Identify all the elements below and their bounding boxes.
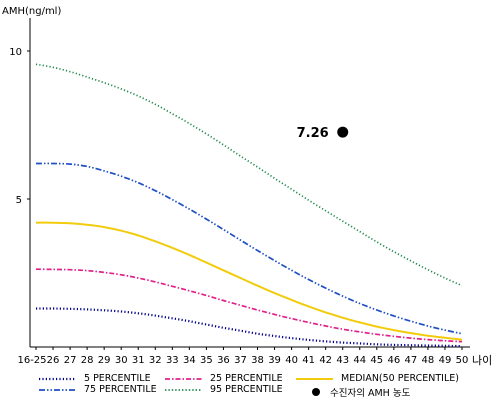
x-tick-label: 36 — [217, 355, 230, 366]
patient-point-layer: 7.26 — [297, 126, 349, 141]
legend-item-p5: 5 PERCENTILE — [38, 373, 151, 384]
x-tick-label: 16-25 — [17, 355, 46, 366]
x-tick-label: 39 — [268, 355, 281, 366]
x-tick-label: 38 — [251, 355, 264, 366]
legend-item-median: MEDIAN(50 PERCENTILE) — [295, 373, 459, 384]
x-tick-label: 35 — [200, 355, 213, 366]
legend-item-p25: 25 PERCENTILE — [164, 373, 283, 384]
x-tick-label: 49 — [439, 355, 452, 366]
chart-axes: AMH(ng/ml) 10 5 16-25 26 27 28 29 30 31 32 33 34 35 36… — [2, 6, 492, 367]
x-tick-label: 42 — [319, 355, 332, 366]
legend-item-p75: 75 PERCENTILE — [38, 384, 157, 395]
legend-label-p5: 5 PERCENTILE — [84, 373, 151, 384]
legend-swatch-p5 — [39, 377, 76, 380]
x-tick-label: 46 — [387, 355, 400, 366]
x-tick-label: 33 — [166, 355, 179, 366]
x-tick-label: 43 — [336, 355, 349, 366]
y-tick-label: 5 — [16, 195, 22, 206]
legend-swatch-p95 — [165, 388, 202, 391]
legend-item-patient: 수진자의 AMH 농도 — [310, 385, 410, 399]
x-tick-label: 44 — [353, 355, 366, 366]
legend-label-median: MEDIAN(50 PERCENTILE) — [341, 373, 459, 384]
x-axis-label: 나이 — [472, 354, 492, 367]
x-tick-label: 28 — [81, 355, 94, 366]
legend-label-p25: 25 PERCENTILE — [210, 373, 283, 384]
series-line-0 — [36, 307, 463, 348]
x-tick-label: 29 — [98, 355, 111, 366]
chart-series-lines — [35, 63, 463, 348]
patient-amh-label: 7.26 — [297, 126, 329, 141]
patient-amh-point — [337, 126, 349, 138]
x-tick-label: 27 — [64, 355, 77, 366]
x-tick-label: 41 — [302, 355, 315, 366]
x-tick-label: 30 — [115, 355, 128, 366]
legend-swatch-median — [296, 377, 333, 380]
legend-swatch-patient — [312, 388, 320, 396]
series-line-2 — [35, 221, 463, 341]
x-tick-label: 45 — [370, 355, 383, 366]
x-tick-label: 34 — [183, 355, 196, 366]
legend-label-p75: 75 PERCENTILE — [84, 384, 157, 395]
series-line-1 — [35, 268, 463, 343]
x-tick-label: 31 — [132, 355, 145, 366]
x-tick-label: 32 — [149, 355, 162, 366]
series-line-4 — [35, 63, 463, 287]
x-tick-label: 47 — [405, 355, 418, 366]
legend-label-patient: 수진자의 AMH 농도 — [330, 388, 411, 399]
x-tick-label: 50 — [456, 355, 469, 366]
series-line-3 — [35, 162, 463, 335]
y-tick-label: 10 — [9, 47, 22, 58]
x-tick-label: 48 — [422, 355, 435, 366]
legend-swatch-p25 — [165, 377, 202, 380]
legend-item-p95: 95 PERCENTILE — [164, 384, 283, 395]
y-axis-label: AMH(ng/ml) — [2, 6, 61, 17]
x-tick-label: 26 — [47, 355, 60, 366]
x-tick-label: 37 — [234, 355, 247, 366]
legend-swatch-p75 — [39, 388, 76, 391]
legend-label-p95: 95 PERCENTILE — [210, 384, 283, 395]
x-tick-label: 40 — [285, 355, 298, 366]
